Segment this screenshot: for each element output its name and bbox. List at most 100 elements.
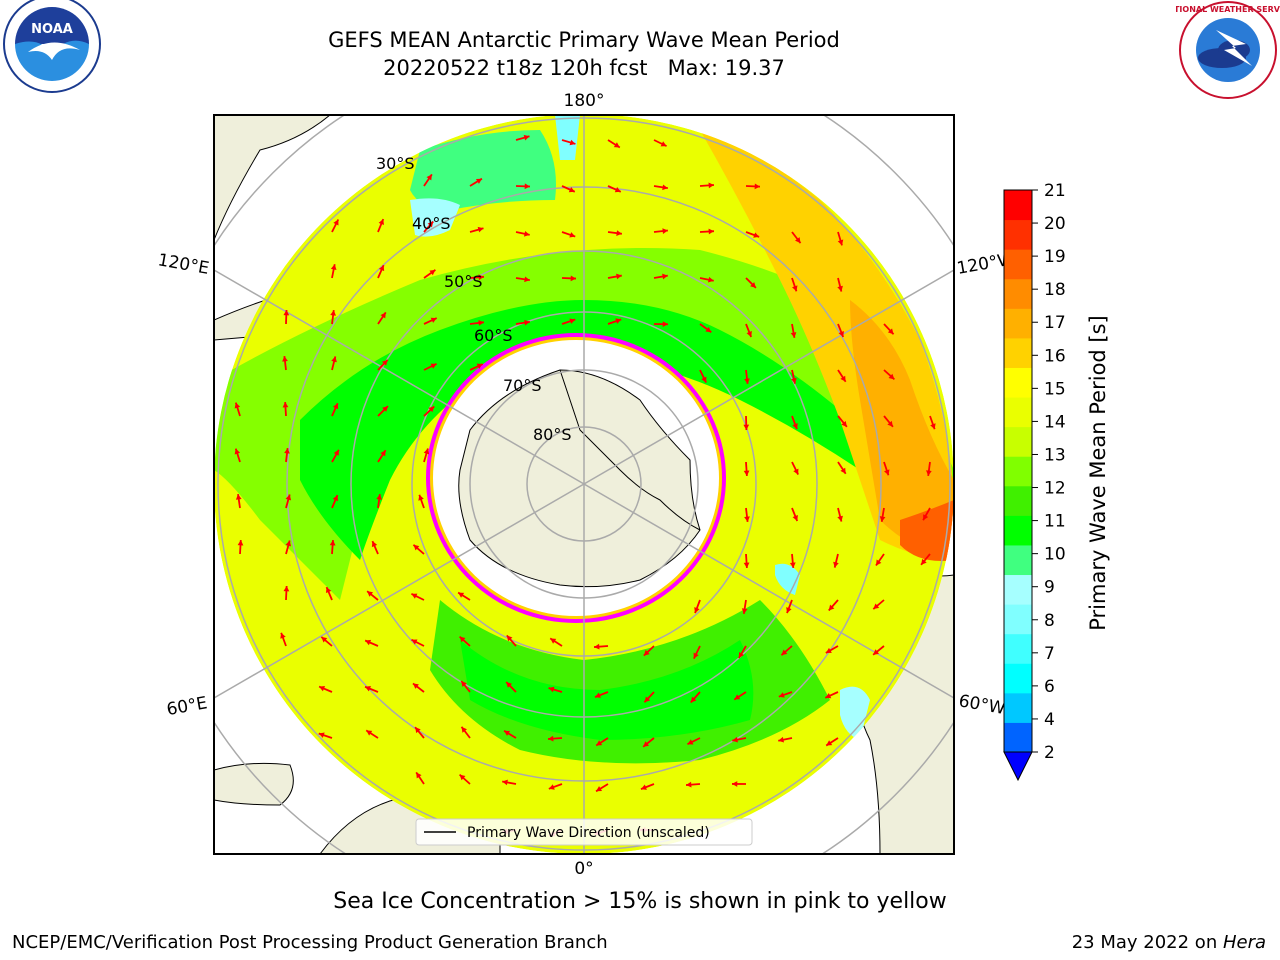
wave-arrow-head: [876, 559, 882, 566]
wave-arrow-head: [430, 317, 437, 323]
lat-label-40s: 40°S: [412, 214, 451, 233]
wave-arrow-head: [833, 561, 839, 568]
colorbar-segment: [1004, 574, 1032, 605]
wave-arrow-head: [461, 681, 467, 687]
wave-arrow-head: [662, 184, 668, 191]
wave-arrow-head: [458, 592, 465, 598]
colorbar-tick-label: 16: [1044, 346, 1066, 366]
colorbar-segment: [1004, 515, 1032, 546]
wave-arrow-head: [754, 183, 760, 190]
wave-arrow-head: [285, 494, 292, 501]
wave-arrow-head: [478, 320, 484, 326]
colorbar-tick-label: 6: [1044, 677, 1055, 697]
lat-label-80s: 80°S: [533, 425, 572, 444]
colorbar-segment: [1004, 456, 1032, 487]
wave-arrow-head: [381, 359, 388, 366]
wave-arrow-head: [413, 544, 420, 551]
wave-arrow-head: [569, 318, 576, 324]
wave-arrow-head: [329, 540, 336, 546]
colorbar-segment: [1004, 426, 1032, 457]
wave-arrow-head: [411, 639, 418, 645]
wave-arrow-head: [429, 269, 436, 276]
wave-arrow-head: [879, 516, 886, 522]
wave-arrow-head: [840, 375, 846, 382]
wave-arrow-head: [884, 469, 890, 476]
wave-arrow-head: [478, 274, 484, 281]
wave-arrow-head: [506, 635, 513, 642]
wave-arrow-head: [524, 276, 530, 283]
wave-arrow-head: [705, 326, 712, 333]
wave-arrow-head: [792, 515, 798, 521]
wave-arrow-head: [873, 649, 880, 655]
map-subtitle: 20220522 t18z 120h fcst Max: 19.37: [383, 56, 785, 80]
colorbar-segment: [1004, 663, 1032, 694]
wave-direction-arrows: [234, 134, 936, 837]
wave-arrow-head: [380, 312, 386, 319]
date-text: 23 May 2022 on Hera: [1072, 932, 1266, 953]
date-system: Hera: [1222, 932, 1266, 953]
wave-arrow-head: [234, 448, 241, 455]
wave-arrow-head: [828, 604, 835, 611]
wave-arrow-head: [887, 328, 894, 335]
wave-arrow-head: [332, 403, 339, 410]
wave-arrow-head: [923, 514, 929, 521]
wave-arrow-head: [873, 603, 880, 610]
wave-arrow-head: [640, 784, 647, 790]
wave-arrow-head: [825, 647, 832, 653]
wave-arrow-head: [793, 468, 799, 475]
wave-arrow-head: [732, 781, 738, 787]
colorbar-segment: [1004, 604, 1032, 635]
wave-arrow-head: [524, 319, 530, 326]
credit-text: NCEP/EMC/Verification Post Processing Pr…: [12, 932, 608, 953]
wave-arrow-head: [333, 219, 339, 226]
lon-label-upper-left: 120°E: [156, 250, 210, 279]
colorbar-segment: [1004, 308, 1032, 339]
wave-arrow-head: [750, 282, 756, 288]
wave-arrow-head: [283, 586, 290, 592]
wave-arrow-head: [570, 275, 576, 282]
wave-arrow-head: [285, 540, 292, 547]
antarctica: [426, 333, 726, 623]
wave-arrow-head: [660, 141, 667, 147]
lat-label-60s: 60°S: [474, 326, 513, 345]
wave-arrow-head: [282, 402, 289, 408]
wave-arrow-head: [427, 221, 434, 228]
lat-label-70s: 70°S: [503, 376, 542, 395]
wave-arrow-head: [888, 373, 895, 380]
colorbar-segment: [1004, 337, 1032, 368]
colorbar-tick-label: 20: [1044, 214, 1066, 234]
colorbar-tick-label: 11: [1044, 512, 1066, 532]
wave-arrow-head: [930, 423, 936, 430]
colorbar-segment: [1004, 219, 1032, 250]
wave-arrow-head: [687, 739, 694, 745]
colorbar-segment: [1004, 692, 1032, 723]
lon-label-bottom: 0°: [574, 859, 593, 879]
wave-arrow-head: [738, 652, 745, 659]
wave-arrow-head: [378, 219, 384, 225]
nws-logo-ring-text: NATIONAL WEATHER SERVICE: [1176, 5, 1280, 14]
wave-arrow-head: [743, 562, 750, 568]
wave-arrow-head: [365, 639, 372, 646]
wave-arrow-head: [523, 230, 530, 237]
wave-arrow-head: [753, 232, 760, 238]
lon-label-lower-left: 60°E: [165, 693, 209, 720]
wave-arrow-head: [594, 643, 600, 650]
colorbar-tick-label: 13: [1044, 445, 1066, 465]
map-frame: [213, 114, 955, 855]
colorbar-segment: [1004, 278, 1032, 309]
wave-arrow-head: [707, 276, 714, 283]
wave-arrow-head: [837, 285, 843, 292]
colorbar-segment: [1004, 190, 1032, 221]
wave-arrow-head: [615, 318, 622, 324]
wave-arrow-head: [778, 736, 784, 743]
wave-arrow-head: [569, 232, 576, 238]
wave-arrow-head: [412, 683, 419, 689]
wave-arrow-head: [826, 740, 833, 746]
wave-arrow-head: [732, 736, 738, 743]
wave-arrow-head: [548, 686, 555, 693]
map-title: GEFS MEAN Antarctic Primary Wave Mean Pe…: [328, 28, 840, 52]
colorbar-segment: [1004, 485, 1032, 516]
wave-arrow-head: [332, 495, 339, 502]
wave-arrow-head: [235, 494, 242, 500]
wave-arrow-head: [662, 228, 668, 234]
